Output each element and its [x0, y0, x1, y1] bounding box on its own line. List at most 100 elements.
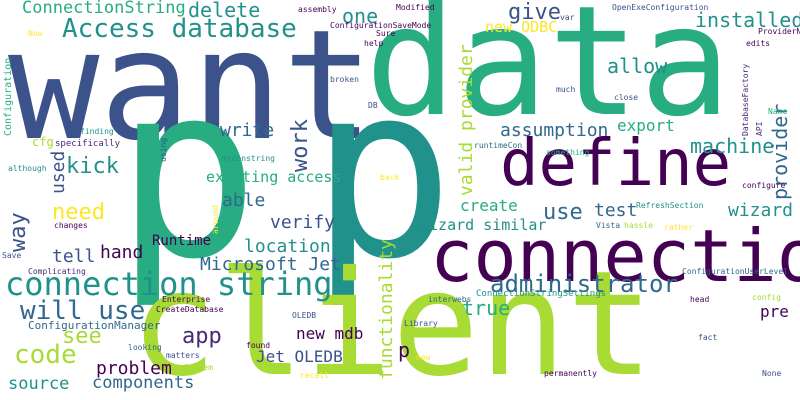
- word-machine: machine: [690, 134, 775, 158]
- word-found: found: [246, 341, 271, 350]
- word-access-database: Access database: [62, 14, 297, 44]
- word-edits: edits: [746, 39, 771, 48]
- word-way: way: [6, 212, 31, 252]
- word-components: components: [92, 373, 195, 393]
- word-code: code: [14, 340, 77, 370]
- word-configure: configure: [742, 181, 786, 190]
- word-back: back: [380, 173, 400, 182]
- word-although: although: [8, 164, 47, 173]
- word-finding: finding: [80, 127, 114, 136]
- word-name: Name: [768, 107, 788, 116]
- word-top: top: [26, 121, 41, 130]
- word-matters: matters: [166, 351, 200, 360]
- word-installed: installed: [695, 8, 800, 32]
- word-configurationmanager: ConfigurationManager: [28, 319, 161, 332]
- word-head: head: [690, 295, 710, 304]
- word-help: help: [364, 39, 384, 48]
- word-library: Library: [404, 319, 438, 328]
- word-location: location: [244, 236, 331, 257]
- word-databasefactory: DatabaseFactory: [741, 63, 750, 136]
- word-go: go: [332, 149, 342, 158]
- word-add: Add: [142, 261, 157, 270]
- word-define: define: [500, 127, 732, 201]
- word-openexeconfiguration: OpenExeConfiguration: [612, 3, 709, 12]
- word-will-use: will use: [20, 296, 146, 326]
- word-broken: broken: [330, 75, 359, 84]
- word-rather: rather: [664, 223, 693, 232]
- word-tell: tell: [52, 246, 96, 267]
- word-jet-oledb: Jet OLEDB: [256, 347, 343, 366]
- word-connectionstringsettings: ConnectionStringSettings: [476, 289, 607, 299]
- word-much: much: [556, 85, 576, 94]
- word-valid-provider: valid provider: [456, 44, 477, 196]
- word-client: client: [130, 240, 654, 400]
- word-vista: Vista: [596, 221, 621, 230]
- word-new-mdb: new mdb: [296, 324, 364, 343]
- word-want: want: [8, 0, 375, 174]
- word-used: used: [48, 150, 69, 194]
- word-api: API: [755, 121, 764, 136]
- word-db: DB: [368, 101, 378, 110]
- word-changes: changes: [54, 221, 88, 230]
- word-config: config: [752, 293, 781, 302]
- word-test: test: [594, 200, 638, 221]
- word-runtimecon: runtimeCon: [474, 141, 523, 150]
- word-assembly: assembly: [298, 5, 337, 14]
- word-cfg: cfg: [32, 135, 54, 149]
- word-kick: kick: [66, 154, 119, 179]
- word-problem: problem: [96, 358, 172, 379]
- word-pre: pre: [760, 302, 789, 321]
- word-use: use: [543, 200, 583, 225]
- word-none: None: [762, 369, 782, 378]
- word-source: source: [8, 374, 70, 394]
- word-interwebs: interwebs: [428, 295, 472, 304]
- word-data: data: [365, 0, 732, 150]
- word-configurationsavemode: ConfigurationSaveMode: [330, 21, 432, 30]
- word-see: see: [62, 324, 102, 349]
- word-complicating: Complicating: [28, 267, 86, 276]
- word-permanently: permanently: [544, 369, 597, 378]
- word-write: write: [220, 120, 275, 141]
- word-allow: allow: [607, 54, 668, 78]
- word-able: able: [222, 190, 266, 211]
- word-configuration: Configuration: [3, 57, 14, 136]
- word-save: Save: [2, 251, 22, 260]
- word-work: work: [288, 119, 313, 172]
- word-connection-string: connection string: [5, 265, 333, 303]
- word-providername: ProviderName: [758, 27, 800, 36]
- word-modified: Modified: [396, 3, 435, 12]
- word-var: var: [560, 13, 575, 22]
- word-true: true: [462, 296, 511, 320]
- word-give: give: [508, 0, 561, 25]
- word-enterprise: Enterprise: [162, 295, 211, 304]
- word-one: one: [342, 4, 379, 28]
- word-using: using: [159, 137, 168, 162]
- word-new-odbc: new ODBC: [485, 18, 558, 36]
- word-configurationuserlevel: ConfigurationUserLevel: [682, 267, 788, 276]
- word-fact: fact: [698, 333, 718, 342]
- word-refreshsection: RefreshSection: [636, 201, 704, 210]
- word-verify: verify: [270, 212, 336, 233]
- word-connection: connection: [430, 214, 800, 298]
- word-hassle: hassle: [624, 221, 653, 230]
- word-app: app: [182, 324, 222, 349]
- word-now: Now: [28, 29, 43, 38]
- word-something: something: [546, 148, 590, 157]
- word-recall: recall: [300, 371, 329, 380]
- word-functionality: functionality: [376, 239, 397, 380]
- word-wizard-similar: wizard similar: [420, 216, 547, 234]
- word-oledb: OLEDB: [292, 311, 317, 320]
- word-p-large-2: p: [310, 32, 455, 312]
- word-sure: Sure: [376, 29, 396, 38]
- word-createdatabase: CreateDatabase: [156, 305, 224, 314]
- word-export: export: [617, 116, 675, 135]
- word-looking: looking: [128, 343, 162, 352]
- word-p-large-1: p: [115, 32, 260, 312]
- word-existing-access: existing access: [206, 168, 342, 186]
- word-close: close: [614, 93, 639, 102]
- word-need: need: [52, 200, 105, 225]
- word-around: around: [211, 205, 220, 234]
- word-runtime: Runtime: [152, 233, 212, 249]
- word-myconstring: myconstring: [222, 154, 275, 163]
